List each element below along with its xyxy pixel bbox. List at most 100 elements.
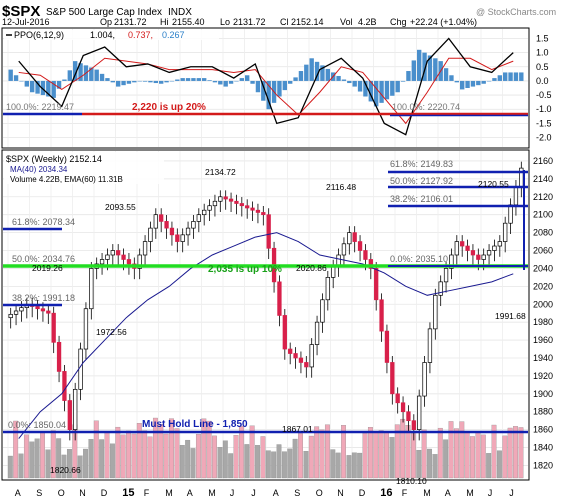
volume-bar bbox=[421, 429, 427, 479]
candle-body bbox=[261, 212, 266, 216]
volume-bar bbox=[389, 437, 395, 479]
candle-body bbox=[73, 388, 78, 430]
volume-bar bbox=[464, 432, 470, 479]
ppo-y-tick: 1.0 bbox=[536, 48, 549, 58]
price-label-2134: 2134.72 bbox=[205, 167, 236, 177]
candle-body bbox=[239, 203, 244, 207]
volume-bar bbox=[195, 433, 201, 479]
ppo-hist-bar bbox=[8, 69, 13, 81]
volume-bar bbox=[120, 434, 126, 479]
ppo-line bbox=[18, 37, 514, 136]
x-axis-label: A bbox=[15, 488, 21, 498]
candle-body bbox=[470, 250, 476, 256]
ppo-hist-bar bbox=[368, 80, 373, 102]
volume-bar bbox=[190, 448, 196, 479]
candle-body bbox=[51, 312, 56, 343]
candle-body bbox=[121, 254, 126, 260]
ppo-hist-bar bbox=[99, 73, 105, 81]
ppo-hist-bar bbox=[277, 80, 282, 97]
ppo-hist-bar bbox=[46, 80, 51, 97]
candle-body bbox=[56, 341, 62, 372]
ppo-hist-bar bbox=[116, 80, 121, 87]
price-y-tick: 2000 bbox=[533, 299, 553, 309]
ppo-legend-signal: 0.737, bbox=[128, 30, 153, 40]
svg-text:PPO(6,12,9) 1.004,: PPO(6,12,9) 1.004, 0.737, 0.267 bbox=[14, 30, 185, 40]
ppo-hist-bar bbox=[449, 75, 454, 81]
ppo-legend-hist: 0.267 bbox=[162, 30, 185, 40]
candle-body bbox=[8, 313, 13, 319]
price-y-tick: 2060 bbox=[533, 246, 553, 256]
volume-bar bbox=[265, 450, 271, 479]
volume-bar bbox=[357, 452, 363, 479]
fib-618-right-label: 61.8%: 2149.83 bbox=[390, 159, 453, 169]
x-axis-label: J bbox=[488, 488, 493, 498]
x-axis-label: J bbox=[230, 488, 235, 498]
cl-label: Cl bbox=[280, 17, 289, 27]
ppo-panel: PPO(6,12,9) 1.004, 0.737, 0.267 100.0%: … bbox=[1, 27, 552, 149]
ppo-hist-bar bbox=[379, 80, 384, 103]
candle-body bbox=[449, 254, 454, 269]
cl-value: 2152.14 bbox=[291, 17, 324, 27]
ppo-hist-bar bbox=[148, 80, 153, 83]
volume-bar bbox=[13, 420, 19, 479]
watermark: @ StockCharts.com bbox=[476, 7, 556, 17]
price-label-1972: 1972.56 bbox=[96, 327, 127, 337]
x-axis-label: M bbox=[423, 488, 431, 498]
volume-bar bbox=[394, 424, 400, 479]
candle-body bbox=[169, 227, 175, 236]
ppo-hist-bar bbox=[223, 80, 228, 87]
ppo-hist-bar bbox=[476, 80, 481, 86]
volume-bar bbox=[238, 426, 244, 479]
price-y-tick: 1920 bbox=[533, 371, 553, 381]
ppo-hist-bar bbox=[417, 49, 422, 81]
ppo-legend-ppo: 1.004, bbox=[90, 30, 115, 40]
price-y-tick: 1960 bbox=[533, 335, 553, 345]
candle-body bbox=[223, 196, 228, 200]
volume-bar bbox=[260, 436, 266, 479]
ppo-hist-bar bbox=[202, 78, 207, 81]
volume-bar bbox=[341, 425, 346, 479]
volume-bar bbox=[453, 428, 459, 479]
ppo-histogram bbox=[8, 49, 524, 110]
candle-body bbox=[62, 371, 67, 401]
hi-label: Hi bbox=[160, 17, 169, 27]
ppo-hist-bar bbox=[250, 80, 255, 84]
ppo-hist-bar bbox=[470, 80, 476, 87]
price-y-tick: 2160 bbox=[533, 156, 553, 166]
price-y-tick: 1880 bbox=[533, 407, 553, 417]
ppo-hist-bar bbox=[443, 68, 449, 81]
volume-bar bbox=[491, 424, 497, 479]
ppo-hist-bar bbox=[196, 78, 201, 81]
ppo-y-tick: -1.5 bbox=[536, 118, 552, 128]
candle-body bbox=[196, 214, 201, 222]
candle-body bbox=[427, 328, 433, 363]
volume-bar bbox=[109, 443, 115, 479]
volume-bar bbox=[99, 439, 105, 479]
volume-bar bbox=[496, 450, 502, 479]
ppo-hist-bar bbox=[89, 67, 94, 81]
x-axis-label: O bbox=[58, 488, 65, 498]
volume-bar bbox=[174, 428, 180, 479]
price-label-1820: 1820.66 bbox=[50, 465, 81, 475]
volume-bar bbox=[432, 454, 438, 479]
ppo-hist-bar bbox=[207, 80, 212, 81]
ppo-hist-bar bbox=[51, 80, 56, 98]
price-y-tick: 1940 bbox=[533, 353, 553, 363]
price-label-1810: 1810.10 bbox=[396, 476, 427, 486]
candle-body bbox=[142, 241, 148, 256]
volume-bar bbox=[179, 444, 185, 479]
volume-bar bbox=[330, 449, 336, 479]
x-axis-label: M bbox=[165, 488, 173, 498]
volume-bar bbox=[23, 434, 29, 479]
op-value: 2131.72 bbox=[114, 17, 147, 27]
volume-bar bbox=[470, 436, 475, 479]
volume-bar bbox=[475, 431, 481, 479]
ppo-hist-bar bbox=[67, 70, 72, 81]
ppo-hist-bar bbox=[78, 63, 83, 81]
ppo-hist-bar bbox=[261, 80, 266, 101]
ppo-hist-bar bbox=[465, 80, 470, 88]
volume-bar bbox=[104, 431, 110, 479]
ppo-hist-bar bbox=[503, 72, 508, 81]
volume-bar bbox=[255, 445, 260, 479]
